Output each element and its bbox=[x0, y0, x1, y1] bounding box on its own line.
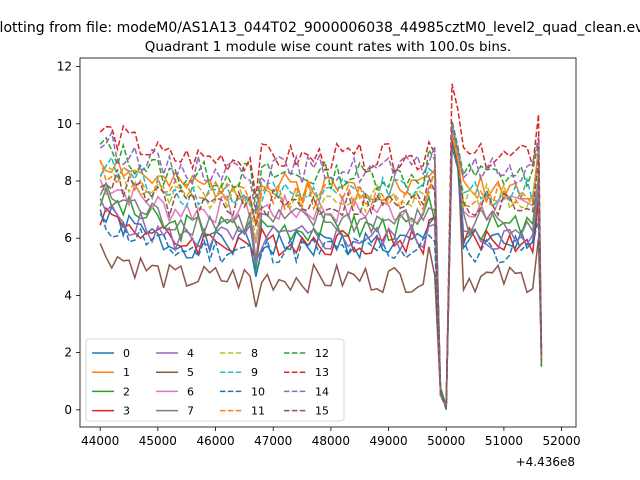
figure-suptitle: Plotting from file: modeM0/AS1A13_044T02… bbox=[0, 20, 640, 36]
legend-label: 5 bbox=[187, 366, 194, 379]
series-line-13 bbox=[99, 83, 543, 408]
axes-frame bbox=[79, 57, 577, 428]
y-tick-label: 0 bbox=[64, 403, 72, 417]
plot-area: 44000 45000 46000 47000 48000 49000 50000 51000… bbox=[57, 57, 581, 469]
y-tick-label: 10 bbox=[57, 117, 72, 131]
y-axis: 0 2 4 6 8 10 12 bbox=[57, 60, 80, 417]
y-tick-label: 12 bbox=[57, 60, 72, 74]
legend-label: 11 bbox=[251, 405, 265, 418]
series-line-7 bbox=[99, 126, 543, 409]
series-line-9 bbox=[99, 143, 543, 410]
y-tick-label: 8 bbox=[64, 174, 72, 188]
x-tick-label: 44000 bbox=[81, 434, 119, 448]
series-line-15 bbox=[99, 140, 543, 409]
series-line-11 bbox=[99, 135, 543, 407]
series-line-3 bbox=[99, 132, 543, 407]
chart-title: Quadrant 1 module wise count rates with … bbox=[145, 39, 511, 55]
legend-label: 0 bbox=[123, 347, 130, 360]
x-tick-label: 48000 bbox=[312, 434, 350, 448]
x-tick-label: 50000 bbox=[427, 434, 465, 448]
y-tick-label: 2 bbox=[64, 346, 72, 360]
series-line-10 bbox=[99, 140, 543, 410]
legend-label: 15 bbox=[315, 405, 329, 418]
x-tick-label: 46000 bbox=[196, 434, 234, 448]
legend-label: 8 bbox=[251, 347, 258, 360]
y-tick-label: 6 bbox=[64, 231, 72, 245]
x-tick-label: 51000 bbox=[485, 434, 523, 448]
x-tick-label: 49000 bbox=[369, 434, 407, 448]
legend-label: 6 bbox=[187, 385, 194, 398]
legend-label: 2 bbox=[123, 385, 130, 398]
series-line-5 bbox=[99, 129, 543, 408]
legend-label: 12 bbox=[315, 347, 329, 360]
legend-label: 14 bbox=[315, 385, 329, 398]
legend-box bbox=[85, 338, 345, 422]
x-tick-label: 52000 bbox=[542, 434, 580, 448]
legend-label: 7 bbox=[187, 405, 194, 418]
legend-label: 10 bbox=[251, 385, 265, 398]
series-line-0 bbox=[99, 146, 543, 410]
x-tick-label: 47000 bbox=[254, 434, 292, 448]
x-offset-label: +4.436e8 bbox=[516, 455, 575, 469]
x-tick-label: 45000 bbox=[139, 434, 177, 448]
series-line-6 bbox=[99, 135, 543, 409]
series-layer bbox=[99, 83, 543, 410]
legend-label: 1 bbox=[123, 366, 130, 379]
legend-label: 4 bbox=[187, 347, 194, 360]
legend-label: 9 bbox=[251, 366, 258, 379]
x-axis: 44000 45000 46000 47000 48000 49000 50000 51000… bbox=[81, 427, 581, 448]
series-line-2 bbox=[99, 135, 543, 407]
legend-label: 3 bbox=[123, 405, 130, 418]
y-tick-label: 4 bbox=[64, 288, 72, 302]
series-line-12 bbox=[99, 120, 543, 407]
series-line-14 bbox=[99, 123, 543, 408]
legend-label: 13 bbox=[315, 366, 329, 379]
